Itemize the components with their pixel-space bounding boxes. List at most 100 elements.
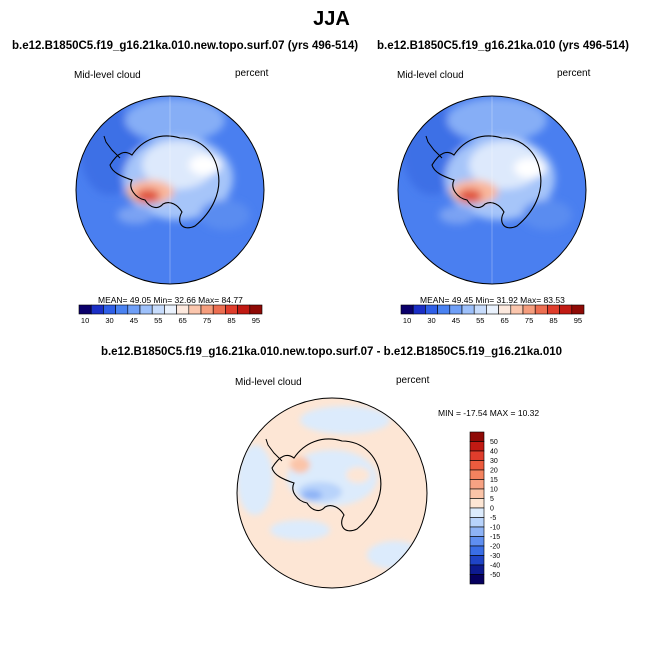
panel1-colorbar-swatch: [127, 304, 141, 315]
panel2-colorbar-swatch: [498, 304, 512, 315]
panel1-variable: Mid-level cloud: [74, 70, 141, 81]
panel2-ross-max: [458, 189, 482, 203]
panel2-colorbar-swatch: [425, 304, 438, 315]
panel2-colorbar-swatch: [534, 304, 548, 315]
panel3-colorbar-swatch: [469, 526, 485, 537]
panel3-variable: Mid-level cloud: [235, 377, 302, 388]
panel1-colorbar-swatch: [249, 304, 263, 315]
panel3-border: [236, 397, 428, 589]
panel2-map: [398, 96, 586, 284]
panel3-colorbar-swatch: [469, 450, 485, 461]
panel1-colorbar-swatch: [151, 304, 165, 315]
panel2-band-south: [439, 206, 475, 224]
panel1-map: [76, 96, 264, 284]
panel3-colorbar-tick-label: -20: [490, 544, 500, 551]
panel1-colorbar-tick-label: 75: [203, 316, 211, 325]
panel3-title: b.e12.B1850C5.f19_g16.21ka.010.new.topo.…: [100, 346, 563, 358]
panel1-plateau-field: [142, 141, 214, 189]
panel3-colorbar-tick-label: 0: [490, 506, 494, 513]
panel1-colorbar-swatch: [139, 304, 153, 315]
panel3-colorbar-swatch: [469, 536, 485, 547]
panel2-colorbar: 10 30 45 55 65 75 85 95: [400, 304, 585, 325]
panel1-colorbar-tick-label: 55: [154, 316, 162, 325]
panel3-units: percent: [396, 375, 430, 386]
panel3-colorbar-tick-label: 40: [490, 449, 498, 456]
panel2-colorbar-swatch: [412, 304, 426, 315]
panel1-plateau-high: [189, 155, 221, 175]
panel3-neg-north: [300, 406, 390, 434]
panel1-colorbar-swatch: [115, 304, 129, 315]
panel2-colorbar-swatch: [571, 304, 585, 315]
panel1-colorbar-swatch: [188, 304, 202, 315]
panel3-map: [237, 398, 427, 588]
panel1-colorbar-swatch: [90, 304, 104, 315]
panel2-colorbar-tick-label: 95: [574, 316, 582, 325]
panel1-colorbar-tick-label: 95: [252, 316, 260, 325]
panel3-colorbar-swatch: [469, 517, 485, 528]
panel1-coastline: [109, 135, 220, 229]
panel2-colorbar-swatch: [449, 304, 463, 315]
panel3-colorbar-swatch: [469, 460, 485, 471]
panel2-plateau-field: [469, 141, 541, 189]
panel2-variable: Mid-level cloud: [397, 70, 464, 81]
panel1-ross-max: [136, 189, 160, 203]
panel1-colorbar-swatch: [200, 304, 214, 315]
panel2-colorbar-tick-label: 65: [501, 316, 509, 325]
panel3-colorbar-tick-label: -30: [490, 553, 500, 560]
panel3-colorbar-swatch: [469, 574, 485, 585]
panel2-title: b.e12.B1850C5.f19_g16.21ka.010 (yrs 496-…: [377, 40, 629, 52]
panel2-colorbar-swatch: [522, 304, 536, 315]
panel2-border: [397, 95, 587, 285]
panel3-colorbar-swatch: [469, 507, 485, 518]
panel2-plateau-high: [514, 158, 546, 178]
panel1-peninsula: [103, 135, 121, 159]
panel1-colorbar-swatch: [176, 304, 190, 315]
panel2-colorbar-tick-label: 30: [427, 316, 435, 325]
panel3-neg-south: [270, 520, 330, 540]
panel3-pos-max: [290, 457, 310, 473]
panel3-colorbar-tick-label: 15: [490, 477, 498, 484]
panel2-colorbar-swatch: [510, 304, 524, 315]
panel3-colorbar-swatch: [469, 555, 485, 566]
panel3-colorbar-swatch: [469, 545, 485, 556]
panel1-colorbar-swatch: [78, 304, 92, 315]
panel2-colorbar-tick-label: 85: [549, 316, 557, 325]
panel3-colorbar-tick-label: -15: [490, 534, 500, 541]
panel3-peninsula: [265, 438, 283, 462]
panel1-band-south: [117, 206, 153, 224]
panel2-colorbar-tick-label: 75: [525, 316, 533, 325]
panel1-colorbar-swatch: [164, 304, 177, 315]
panel2-southeast-field: [522, 200, 572, 230]
panel3-colorbar-tick-label: 5: [490, 496, 494, 503]
panel2-colorbar-swatch: [473, 304, 487, 315]
panel1-colorbar-swatch: [212, 304, 226, 315]
panel3-coastline: [271, 438, 382, 532]
panel3-colorbar-tick-label: 30: [490, 458, 498, 465]
panel3-colorbar-swatch: [469, 469, 485, 480]
panel1-title: b.e12.B1850C5.f19_g16.21ka.010.new.topo.…: [12, 40, 359, 52]
panel1-colorbar-tick-label: 65: [179, 316, 187, 325]
panel1-colorbar-tick-label: 30: [105, 316, 113, 325]
panel3-colorbar-swatch: [469, 564, 485, 575]
panel1-colorbar-swatch: [237, 304, 251, 315]
panel1-border: [75, 95, 265, 285]
panel3-colorbar-tick-label: -50: [490, 572, 500, 579]
panel2-colorbar-tick-label: 45: [452, 316, 460, 325]
panel3-colorbar-swatch: [469, 479, 485, 490]
panel3-colorbar-tick-label: 10: [490, 487, 498, 494]
panel2-colorbar-swatch: [461, 304, 475, 315]
panel1-colorbar: 10 30 45 55 65 75 85 95: [78, 304, 263, 325]
panel1-units: percent: [235, 68, 269, 79]
panel1-colorbar-tick-label: 45: [130, 316, 138, 325]
panel1-colorbar-tick-label: 85: [227, 316, 235, 325]
panel3-colorbar-tick-label: -40: [490, 563, 500, 570]
panel3-colorbar-tick-label: 20: [490, 468, 498, 475]
panel2-colorbar-tick-label: 55: [476, 316, 484, 325]
panel3-pos-east: [346, 467, 370, 483]
panel2-colorbar-tick-label: 10: [403, 316, 411, 325]
panel2-units: percent: [557, 68, 591, 79]
panel2-colorbar-swatch: [559, 304, 573, 315]
panel2-colorbar-swatch: [400, 304, 414, 315]
panel3-colorbar-swatch: [469, 431, 485, 442]
panel1-stats: MEAN= 49.05 Min= 32.66 Max= 84.77: [98, 295, 243, 305]
